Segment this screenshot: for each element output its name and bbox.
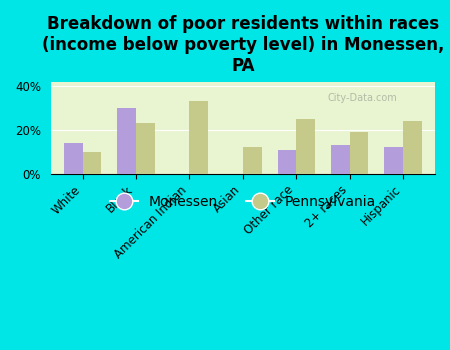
Bar	[296, 119, 315, 174]
Bar	[403, 121, 422, 174]
Bar	[136, 123, 155, 174]
Bar	[384, 147, 403, 174]
Bar	[278, 150, 296, 174]
Bar	[243, 147, 261, 174]
Bar	[350, 132, 368, 174]
Bar	[64, 143, 83, 174]
Text: City-Data.com: City-Data.com	[328, 93, 397, 103]
Bar	[189, 102, 208, 174]
Bar	[83, 152, 101, 174]
Bar	[117, 108, 136, 174]
Bar	[331, 145, 350, 174]
Title: Breakdown of poor residents within races
(income below poverty level) in Monesse: Breakdown of poor residents within races…	[42, 15, 444, 75]
Legend: Monessen, Pennsylvania: Monessen, Pennsylvania	[104, 190, 382, 215]
